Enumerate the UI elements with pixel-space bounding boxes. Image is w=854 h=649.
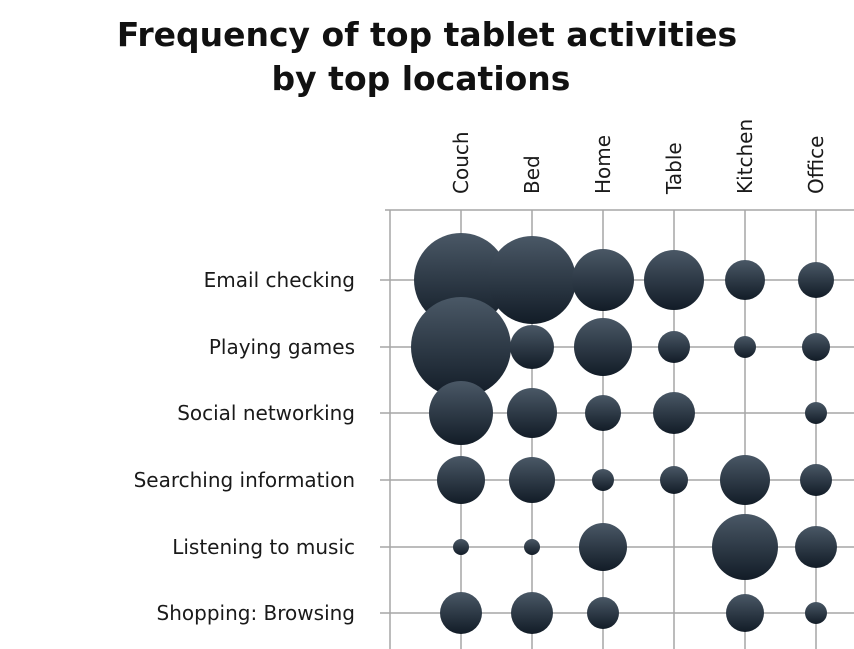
bubble-playing-games-office	[802, 333, 830, 361]
bubble-email-checking-home	[572, 249, 634, 311]
bubble-searching-information-table	[660, 466, 688, 494]
bubble-email-checking-table	[644, 250, 704, 310]
bubble-shopping-browsing-office	[805, 602, 827, 624]
column-label-bed: Bed	[520, 155, 544, 194]
bubble-playing-games-bed	[510, 325, 554, 369]
row-label-social-networking: Social networking	[177, 401, 355, 425]
bubble-playing-games-couch	[411, 297, 511, 397]
row-label-searching-information: Searching information	[134, 468, 355, 492]
row-label-email-checking: Email checking	[204, 268, 355, 292]
bubble-social-networking-couch	[429, 381, 493, 445]
column-label-home: Home	[591, 135, 615, 194]
row-label-playing-games: Playing games	[209, 335, 355, 359]
bubble-social-networking-table	[653, 392, 695, 434]
bubble-shopping-browsing-bed	[511, 592, 553, 634]
bubble-playing-games-kitchen	[734, 336, 756, 358]
bubble-searching-information-bed	[509, 457, 555, 503]
bubble-listening-to-music-office	[795, 526, 837, 568]
column-label-office: Office	[804, 136, 828, 194]
bubble-shopping-browsing-kitchen	[726, 594, 764, 632]
row-labels: Email checking Playing games Social networ…	[134, 268, 355, 625]
bubble-searching-information-office	[800, 464, 832, 496]
column-label-table: Table	[662, 142, 686, 195]
chart-title-line-1: Frequency of top tablet activities	[116, 15, 738, 54]
bubble-email-checking-office	[798, 262, 834, 298]
bubble-social-networking-home	[585, 395, 621, 431]
bubble-social-networking-bed	[507, 388, 557, 438]
bubble-listening-to-music-bed	[524, 539, 540, 555]
bubble-social-networking-office	[805, 402, 827, 424]
row-label-shopping-browsing: Shopping: Browsing	[157, 601, 355, 625]
bubble-email-checking-bed	[488, 236, 576, 324]
column-labels: Couch Bed Home Table Kitchen Office	[449, 119, 828, 195]
bubble-listening-to-music-home	[579, 523, 627, 571]
bubble-searching-information-couch	[437, 456, 485, 504]
column-label-kitchen: Kitchen	[733, 119, 757, 194]
bubble-playing-games-table	[658, 331, 690, 363]
chart-title-line-2: by top locations	[271, 59, 571, 98]
bubble-listening-to-music-kitchen	[712, 514, 778, 580]
bubble-playing-games-home	[574, 318, 632, 376]
row-label-listening-to-music: Listening to music	[172, 535, 355, 559]
bubble-shopping-browsing-home	[587, 597, 619, 629]
bubble-searching-information-kitchen	[720, 455, 770, 505]
bubble-searching-information-home	[592, 469, 614, 491]
bubble-shopping-browsing-couch	[440, 592, 482, 634]
bubble-listening-to-music-couch	[453, 539, 469, 555]
bubble-email-checking-kitchen	[725, 260, 765, 300]
column-label-couch: Couch	[449, 131, 473, 194]
bubbles	[411, 233, 837, 634]
